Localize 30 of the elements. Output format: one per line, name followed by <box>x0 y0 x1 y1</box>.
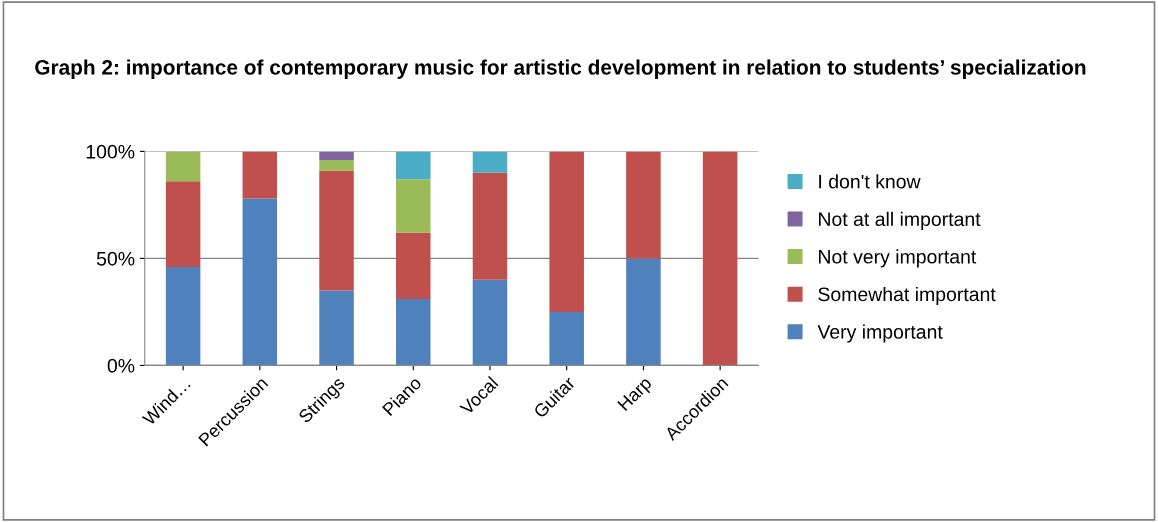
bar <box>626 151 661 259</box>
bar <box>242 151 278 199</box>
bar <box>165 181 201 267</box>
bar <box>396 179 431 233</box>
legend-label: Somewhat important <box>818 286 996 306</box>
legend-label: Not at all important <box>819 211 981 230</box>
bar <box>165 151 201 182</box>
bar <box>319 290 354 366</box>
bar <box>549 311 584 366</box>
bar <box>702 151 738 366</box>
bar <box>472 151 508 173</box>
bar <box>396 232 431 300</box>
bar <box>319 151 354 160</box>
bar <box>319 170 354 291</box>
legend-label: I don't know <box>819 174 921 189</box>
bar <box>396 151 431 180</box>
y-tick-label: 50% <box>96 251 135 266</box>
bar <box>319 159 354 171</box>
bar <box>472 172 508 280</box>
y-tick-label: 100% <box>86 144 135 159</box>
legend-label: Not very important <box>819 249 977 268</box>
bar <box>626 258 661 366</box>
bar <box>472 279 508 366</box>
bar <box>242 198 278 366</box>
bar <box>165 266 201 366</box>
chart-title: Graph 2: importance of contemporary music for artistic development in relation to students’ specialization <box>35 59 1086 79</box>
legend-label: Very important <box>817 324 943 343</box>
bar <box>396 299 431 366</box>
y-tick-label: 0% <box>107 358 135 373</box>
bar <box>549 151 584 312</box>
